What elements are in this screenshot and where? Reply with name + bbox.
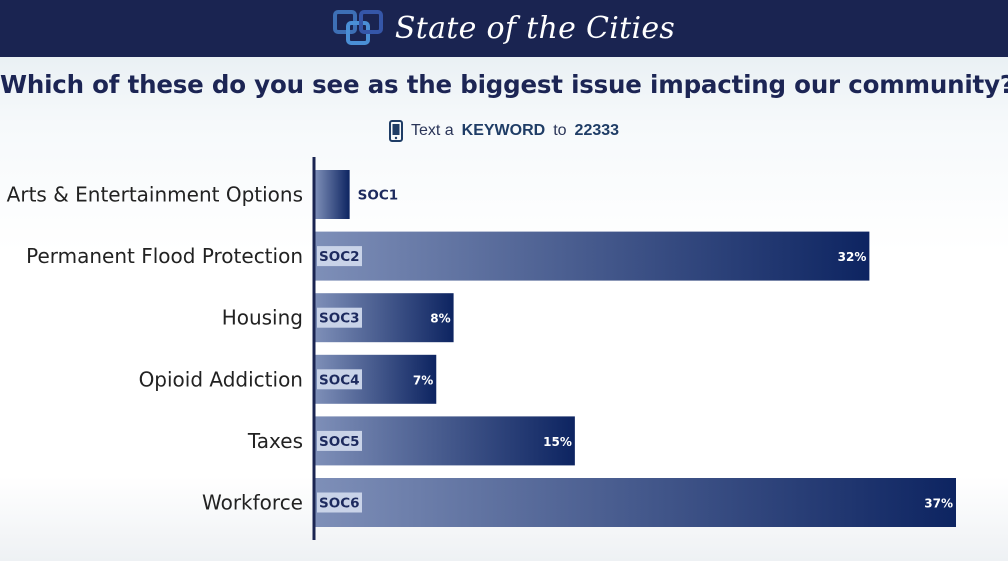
bar-value-label: 15% (543, 435, 572, 449)
instruction-prefix: Text a (410, 122, 454, 139)
instruction-middle: to (553, 122, 567, 139)
bar-value-label: 37% (924, 497, 953, 511)
code-label-background (317, 369, 362, 390)
category-label: Opioid Addiction (139, 367, 303, 391)
category-label: Housing (222, 306, 303, 330)
code-label-background (317, 307, 362, 328)
brand-title: State of the Cities (394, 11, 676, 46)
bar-value-label: 32% (838, 250, 867, 264)
bar-code-label: SOC4 (319, 372, 360, 388)
phone-icon (388, 120, 403, 142)
bar-code-label: SOC1 (358, 188, 399, 204)
question-title: Which of these do you see as the biggest… (0, 70, 1008, 99)
instruction-number: 22333 (574, 122, 620, 139)
category-label: Permanent Flood Protection (26, 244, 303, 268)
text-instruction: Text a KEYWORD to 22333 (0, 120, 1008, 142)
bar-value-label: 8% (430, 312, 450, 326)
code-label-background (317, 430, 362, 451)
code-label-background (317, 246, 362, 267)
brand: State of the Cities (332, 9, 676, 49)
bar-code-label: SOC5 (319, 434, 360, 450)
bar (315, 478, 956, 527)
bar-code-label: SOC3 (319, 311, 360, 327)
category-label: Workforce (202, 491, 303, 515)
bar-code-label: SOC2 (319, 249, 360, 265)
bar-code-label: SOC6 (319, 496, 360, 512)
category-label: Arts & Entertainment Options (7, 183, 303, 207)
header-banner: State of the Cities (0, 0, 1008, 57)
category-label: Taxes (247, 429, 303, 453)
instruction-keyword: KEYWORD (461, 122, 546, 139)
bar (315, 231, 870, 281)
bar (315, 170, 350, 219)
code-label-background (317, 492, 362, 513)
bar-value-label: 7% (413, 373, 433, 387)
interlocked-squares-logo-icon (332, 9, 383, 45)
